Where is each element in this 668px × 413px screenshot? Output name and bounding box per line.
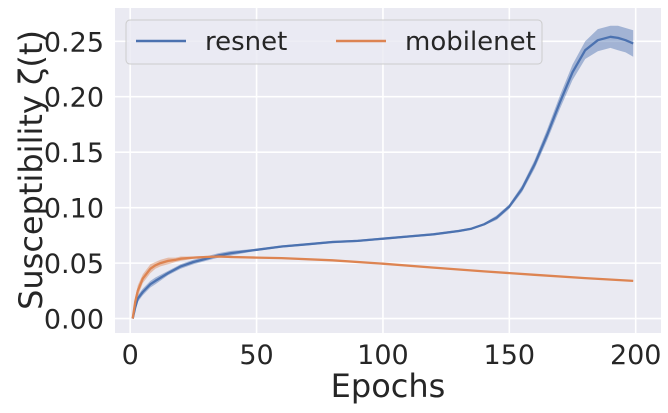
x-tick-label: 100: [357, 340, 409, 371]
legend-label-resnet: resnet: [205, 27, 287, 57]
x-axis-label: Epochs: [331, 367, 446, 405]
y-axis-label: Susceptibility ζ(t): [12, 30, 50, 310]
x-tick-label: 50: [239, 340, 273, 371]
series-lines: [131, 35, 634, 319]
y-tick-label: 0.25: [44, 27, 104, 58]
x-tick-label: 0: [122, 340, 139, 371]
x-tick-label: 200: [610, 340, 662, 371]
legend-box: [125, 19, 543, 65]
y-tick-label: 0.20: [44, 83, 104, 114]
y-tick-label: 0.15: [44, 138, 104, 169]
y-tick-label: 0.00: [44, 305, 104, 336]
x-tick-labels: 0 50 100 150 200: [122, 340, 662, 371]
legend: resnet mobilenet: [125, 19, 543, 65]
y-tick-label: 0.05: [44, 249, 104, 280]
line-resnet: [131, 35, 634, 319]
y-tick-labels: 0.00 0.05 0.10 0.15 0.20 0.25: [44, 27, 104, 335]
line-mobilenet: [131, 255, 634, 319]
y-tick-label: 0.10: [44, 194, 104, 225]
legend-label-mobilenet: mobilenet: [405, 27, 536, 57]
x-tick-label: 150: [484, 340, 536, 371]
